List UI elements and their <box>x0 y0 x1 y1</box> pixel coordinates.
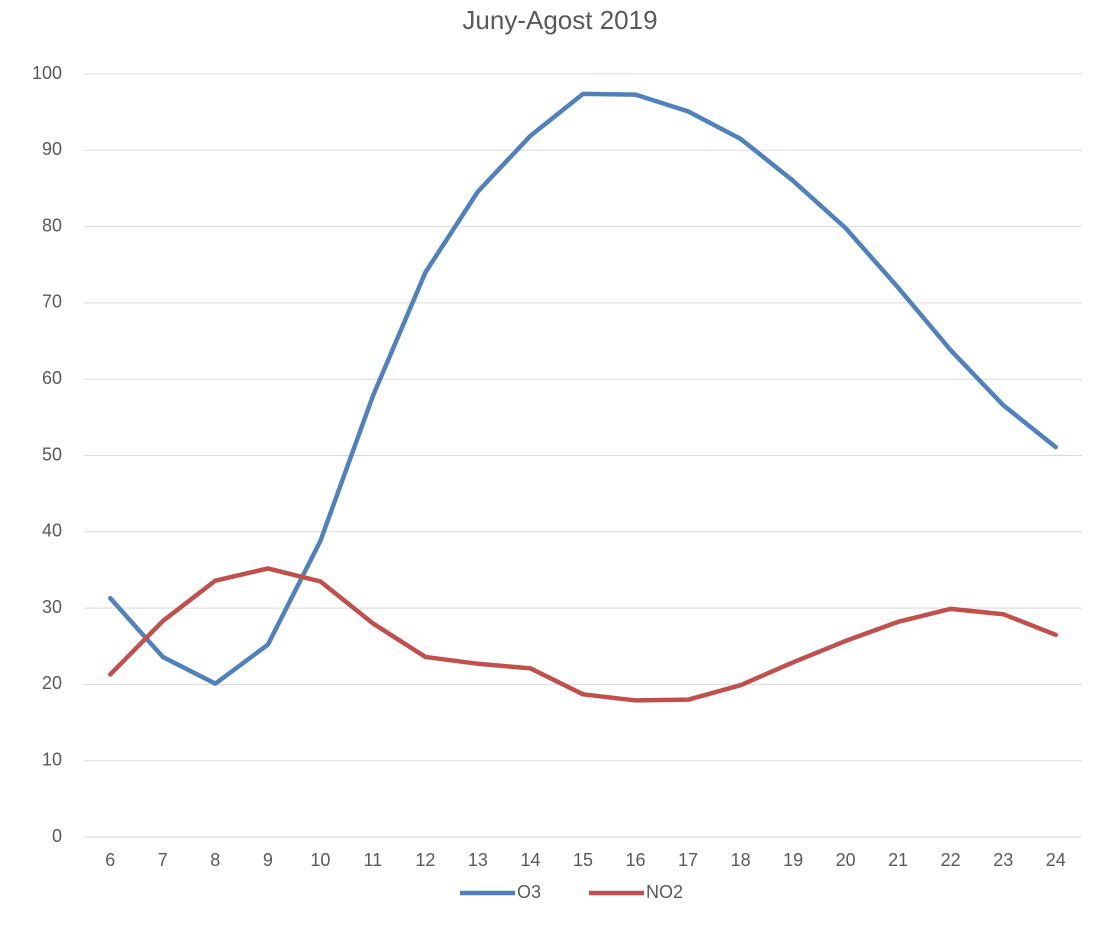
y-tick-label: 50 <box>42 444 62 464</box>
x-tick-label: 24 <box>1046 850 1066 870</box>
x-tick-label: 14 <box>520 850 540 870</box>
y-tick-label: 70 <box>42 292 62 312</box>
x-tick-label: 10 <box>310 850 330 870</box>
x-tick-label: 12 <box>415 850 435 870</box>
x-tick-label: 18 <box>731 850 751 870</box>
x-tick-label: 13 <box>468 850 488 870</box>
x-tick-label: 21 <box>888 850 908 870</box>
x-tick-label: 22 <box>941 850 961 870</box>
y-tick-label: 20 <box>42 673 62 693</box>
legend-label: O3 <box>517 882 541 902</box>
y-tick-label: 10 <box>42 749 62 769</box>
y-tick-label: 0 <box>52 826 62 846</box>
x-tick-label: 19 <box>783 850 803 870</box>
y-tick-label: 30 <box>42 597 62 617</box>
y-tick-label: 40 <box>42 521 62 541</box>
x-tick-label: 8 <box>210 850 220 870</box>
x-tick-label: 16 <box>626 850 646 870</box>
y-tick-label: 80 <box>42 215 62 235</box>
x-tick-label: 20 <box>836 850 856 870</box>
series-line <box>108 566 1058 703</box>
chart-title: Juny-Agost 2019 <box>462 5 657 35</box>
x-tick-label: 6 <box>105 850 115 870</box>
y-tick-label: 60 <box>42 368 62 388</box>
x-tick-label: 7 <box>158 850 168 870</box>
x-tick-label: 23 <box>993 850 1013 870</box>
x-tick-label: 17 <box>678 850 698 870</box>
x-tick-label: 11 <box>364 850 383 870</box>
series-line <box>108 91 1058 686</box>
x-tick-label: 9 <box>263 850 273 870</box>
y-tick-label: 90 <box>42 139 62 159</box>
x-tick-label: 15 <box>573 850 593 870</box>
legend-label: NO2 <box>646 882 683 902</box>
y-tick-label: 100 <box>32 63 62 83</box>
